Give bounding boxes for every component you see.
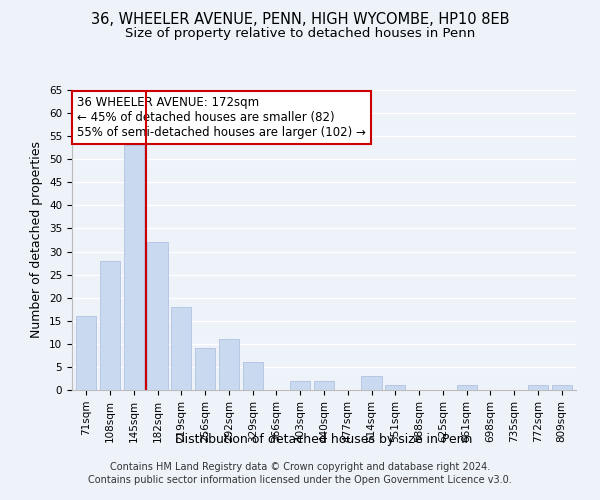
Text: Contains public sector information licensed under the Open Government Licence v3: Contains public sector information licen…: [88, 475, 512, 485]
Text: Distribution of detached houses by size in Penn: Distribution of detached houses by size …: [175, 432, 473, 446]
Text: 36, WHEELER AVENUE, PENN, HIGH WYCOMBE, HP10 8EB: 36, WHEELER AVENUE, PENN, HIGH WYCOMBE, …: [91, 12, 509, 28]
Bar: [76, 316, 97, 390]
Bar: [242, 362, 263, 390]
Bar: [171, 307, 191, 390]
Bar: [290, 381, 310, 390]
Bar: [314, 381, 334, 390]
Bar: [528, 386, 548, 390]
Bar: [361, 376, 382, 390]
Bar: [148, 242, 167, 390]
Bar: [100, 261, 120, 390]
Bar: [124, 146, 144, 390]
Bar: [219, 339, 239, 390]
Text: 36 WHEELER AVENUE: 172sqm
← 45% of detached houses are smaller (82)
55% of semi-: 36 WHEELER AVENUE: 172sqm ← 45% of detac…: [77, 96, 366, 139]
Text: Contains HM Land Registry data © Crown copyright and database right 2024.: Contains HM Land Registry data © Crown c…: [110, 462, 490, 472]
Bar: [195, 348, 215, 390]
Bar: [551, 386, 572, 390]
Bar: [385, 386, 406, 390]
Y-axis label: Number of detached properties: Number of detached properties: [31, 142, 43, 338]
Text: Size of property relative to detached houses in Penn: Size of property relative to detached ho…: [125, 28, 475, 40]
Bar: [457, 386, 477, 390]
